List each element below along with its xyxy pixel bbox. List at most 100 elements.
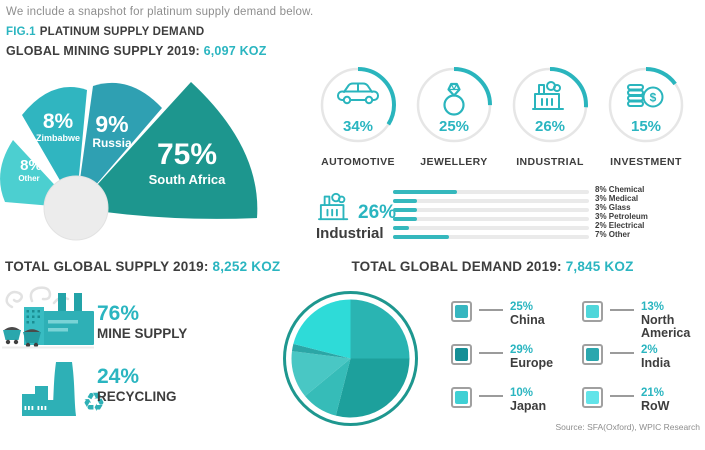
svg-text:$: $	[650, 91, 657, 105]
legend-swatch	[451, 344, 472, 365]
gauge-circle-industrial: 26%	[510, 65, 590, 145]
source-note: Source: SFA(Oxford), WPIC Research	[555, 422, 700, 432]
recycling-illustration: ♻	[22, 362, 106, 418]
mine-supply-illustration	[2, 286, 94, 349]
gauge-circle-automotive: 34%	[318, 65, 398, 145]
bar-row	[393, 188, 589, 197]
gauge-automotive: 34% AUTOMOTIVE	[312, 65, 404, 168]
gauge-circle-investment: $ 15%	[606, 65, 686, 145]
gauge-pct-investment: 15%	[630, 118, 662, 135]
gauge-investment: $ 15% INVESTMENT	[600, 65, 692, 168]
legend-pct-north-america: 13%	[641, 301, 665, 313]
mine-supply-pct: 76%	[97, 302, 140, 325]
legend-pct-india: 2%	[641, 344, 658, 356]
gauge-label-investment: INVESTMENT	[610, 156, 682, 168]
mining-supply-value: 6,097 KOZ	[203, 44, 267, 58]
legend-swatch	[582, 387, 603, 408]
fan-slice-russia	[76, 82, 162, 208]
bar-fill-chemical	[393, 190, 457, 194]
gauge-pct-jewellery: 25%	[438, 118, 470, 135]
gauge-ring-jewellery	[416, 67, 492, 143]
mining-supply-title: GLOBAL MINING SUPPLY 2019:	[6, 44, 200, 58]
pie-slice-india	[291, 343, 351, 359]
car-icon	[337, 82, 379, 105]
fan-label-zimbabwe: Zimbabwe	[36, 133, 80, 143]
legend-label-europe: Europe	[510, 356, 554, 371]
bar-row	[393, 233, 589, 242]
legend-label-india: India	[641, 356, 671, 371]
legend-item-europe: 29% Europe	[451, 344, 579, 387]
legend-pct-japan: 10%	[510, 387, 534, 399]
recycling-label: RECYCLING	[97, 389, 177, 404]
legend-dash	[479, 309, 503, 311]
fan-pct-south-africa: 75%	[157, 138, 217, 171]
bar-row	[393, 215, 589, 224]
bar-fill-other	[393, 235, 449, 239]
factory-outline-icon	[318, 192, 349, 221]
legend-swatch	[582, 301, 603, 322]
recycle-icon: ♻	[82, 388, 105, 418]
figure-number: FIG.1	[6, 26, 36, 38]
pie-slice-north-america	[291, 351, 351, 397]
gauge-ring-automotive	[320, 67, 396, 143]
legend-item-row: 21% RoW	[582, 387, 705, 430]
demand-title: TOTAL GLOBAL DEMAND 2019:	[351, 259, 562, 274]
bar-label-other: 7% Other	[595, 230, 631, 239]
industrial-bar-labels: 8% Chemical 3% Medical 3% Glass 3% Petro…	[595, 185, 648, 239]
bar-label-chemical: 8% Chemical	[595, 185, 645, 194]
legend-label-north-america: North America	[641, 313, 691, 341]
gauge-pct-automotive: 34%	[342, 118, 374, 135]
demand-heading: TOTAL GLOBAL DEMAND 2019: 7,845 KOZ	[320, 259, 665, 274]
bar-row	[393, 197, 589, 206]
supply-value: 8,252 KOZ	[212, 259, 281, 274]
bar-row	[393, 224, 589, 233]
coins-icon: $	[627, 84, 664, 108]
gauge-label-industrial: INDUSTRIAL	[516, 156, 584, 168]
mine-supply-stat: 76% MINE SUPPLY	[97, 303, 187, 341]
legend-item-india: 2% India	[582, 344, 705, 387]
pie-slice-europe	[335, 358, 410, 418]
legend-dash	[610, 309, 634, 311]
industrial-breakdown-header: 26% Industrial	[316, 190, 406, 242]
figure-title: PLATINUM SUPPLY DEMAND	[39, 26, 205, 38]
gauge-label-jewellery: JEWELLERY	[420, 156, 488, 168]
bar-fill-medical	[393, 199, 417, 203]
legend-swatch	[451, 301, 472, 322]
bar-label-medical: 3% Medical	[595, 194, 639, 203]
legend-item-north-america: 13% North America	[582, 301, 705, 344]
legend-item-china: 25% China	[451, 301, 579, 344]
gauge-circle-jewellery: 25%	[414, 65, 494, 145]
gauge-ring-investment	[608, 67, 684, 143]
legend-label-japan: Japan	[510, 399, 547, 414]
gauge-pct-industrial: 26%	[534, 118, 566, 135]
fan-label-south-africa: South Africa	[149, 172, 227, 187]
legend-pct-row: 21%	[641, 387, 665, 399]
mining-supply-fan-chart: 75% South Africa 9% Russia 8% Zimbabwe 8…	[0, 82, 258, 241]
legend-dash	[479, 352, 503, 354]
gauge-jewellery: 25% JEWELLERY	[408, 65, 500, 168]
bar-row	[393, 206, 589, 215]
bar-label-glass: 3% Glass	[595, 203, 631, 212]
fan-label-russia: Russia	[92, 136, 132, 150]
demand-sector-gauges: 34% AUTOMOTIVE 25% JEWELLERY	[312, 65, 702, 168]
legend-swatch	[582, 344, 603, 365]
legend-swatch	[451, 387, 472, 408]
gauge-ring-industrial	[512, 67, 588, 143]
gauge-industrial: 26% INDUSTRIAL	[504, 65, 596, 168]
industrial-bar-chart	[393, 188, 589, 242]
figure-caption: FIG.1 PLATINUM SUPPLY DEMAND	[6, 26, 204, 38]
gauge-label-automotive: AUTOMOTIVE	[321, 156, 395, 168]
recycling-stat: 24% RECYCLING	[97, 366, 177, 404]
demand-value: 7,845 KOZ	[565, 259, 634, 274]
supply-title: TOTAL GLOBAL SUPPLY 2019:	[5, 259, 209, 274]
legend-label-china: China	[510, 313, 545, 328]
fan-pct-russia: 9%	[95, 111, 128, 137]
demand-legend-column-1: 25% China 29% Europe 10% Japan	[451, 301, 579, 430]
industrial-pct: 26%	[358, 202, 397, 223]
legend-dash	[610, 352, 634, 354]
factory-icon	[532, 81, 564, 110]
pie-slice-japan	[305, 358, 351, 416]
mine-supply-label: MINE SUPPLY	[97, 326, 188, 341]
legend-dash	[610, 395, 634, 397]
